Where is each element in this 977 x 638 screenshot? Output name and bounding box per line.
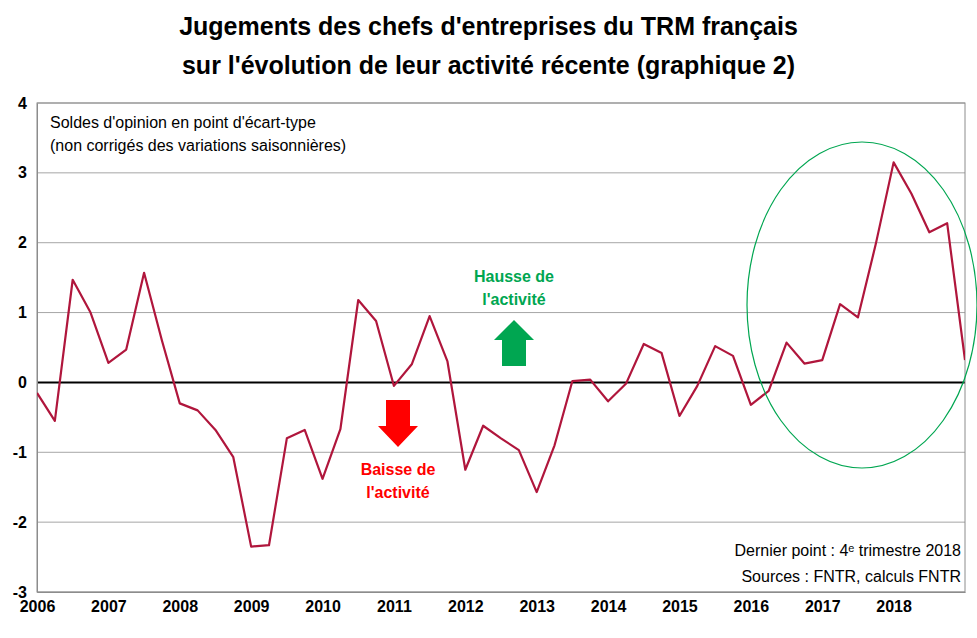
x-tick-label: 2015: [662, 598, 698, 615]
plot-frame: [37, 103, 965, 592]
x-tick-label: 2007: [91, 598, 127, 615]
x-tick-label: 2018: [876, 598, 912, 615]
x-tick-label: 2006: [20, 598, 56, 615]
last-point-note: Dernier point : 4ᵉ trimestre 2018: [735, 542, 962, 559]
x-tick: 2012: [448, 592, 484, 615]
y-tick: 4: [18, 95, 37, 112]
note: Soldes d'opinion en point d'écart-type: [50, 114, 316, 131]
x-tick: 2013: [519, 592, 555, 615]
x-tick: 2011: [377, 592, 412, 615]
plot-area: [37, 162, 965, 546]
grid-line: [37, 452, 965, 453]
grid-line: [37, 242, 965, 243]
y-tick-label: 3: [18, 164, 27, 181]
x-tick: 2015: [662, 592, 698, 615]
y-tick: 1: [18, 304, 37, 321]
grid-line: [37, 172, 965, 173]
x-tick-label: 2012: [448, 598, 484, 615]
grid-line: [37, 381, 965, 383]
x-axis: 2006 2007 2008 2009 2010 2011 2012 2013 2014 2015…: [20, 592, 966, 615]
note: (non corrigés des variations saisonnière…: [50, 137, 346, 154]
x-tick-label: 2013: [519, 598, 555, 615]
y-tick-label: 4: [18, 95, 27, 112]
x-tick-label: 2017: [805, 598, 841, 615]
y-tick-label: 1: [18, 304, 27, 321]
title-line: Jugements des chefs d'entreprises du TRM…: [179, 12, 798, 40]
y-tick: 2: [18, 234, 37, 251]
up-arrow: [494, 320, 534, 366]
y-tick-label: 0: [18, 374, 27, 391]
down-label: l'activité: [366, 484, 429, 501]
x-tick: 2010: [305, 592, 341, 615]
title: Jugements des chefs d'entreprises du TRM…: [179, 12, 798, 79]
x-tick: 2017: [805, 592, 841, 615]
highlight-ellipse: [747, 142, 977, 468]
grid-line: [37, 312, 965, 313]
y-axis-line: [37, 104, 38, 593]
x-tick-label: 2010: [305, 598, 341, 615]
data-line: [37, 162, 965, 546]
x-tick-label: 2014: [591, 598, 627, 615]
x-tick: 2006: [20, 592, 56, 615]
down-label: Baisse de: [361, 461, 436, 478]
y-tick: 3: [18, 164, 37, 181]
down-arrow: [378, 400, 418, 447]
y-tick-label: -2: [13, 514, 27, 531]
y-tick-label: -1: [13, 444, 27, 461]
x-tick: 2014: [591, 592, 627, 615]
x-tick: 2018: [876, 592, 912, 615]
x-tick-label: 2009: [234, 598, 270, 615]
up-label: Hausse de: [474, 268, 554, 285]
y-tick: -2: [13, 514, 37, 531]
x-axis-line: [38, 592, 966, 593]
up-label: l'activité: [482, 291, 545, 308]
x-tick: 2007: [91, 592, 127, 615]
chart: Jugements des chefs d'entreprises du TRM…: [0, 0, 977, 638]
source: Sources : FNTR, calculs FNTR: [741, 568, 961, 585]
y-axis: -3-2-101234: [13, 95, 38, 601]
grid: [37, 103, 965, 592]
x-tick-label: 2008: [162, 598, 198, 615]
y-tick-label: 2: [18, 234, 27, 251]
title-line: sur l'évolution de leur activité récente…: [182, 51, 795, 79]
y-tick: -1: [13, 444, 37, 461]
x-tick-label: 2016: [734, 598, 770, 615]
grid-line: [37, 522, 965, 523]
x-tick: 2016: [734, 592, 770, 615]
x-tick: 2008: [162, 592, 198, 615]
y-tick: 0: [18, 374, 37, 391]
x-tick-label: 2011: [377, 598, 412, 615]
x-tick: 2009: [234, 592, 270, 615]
